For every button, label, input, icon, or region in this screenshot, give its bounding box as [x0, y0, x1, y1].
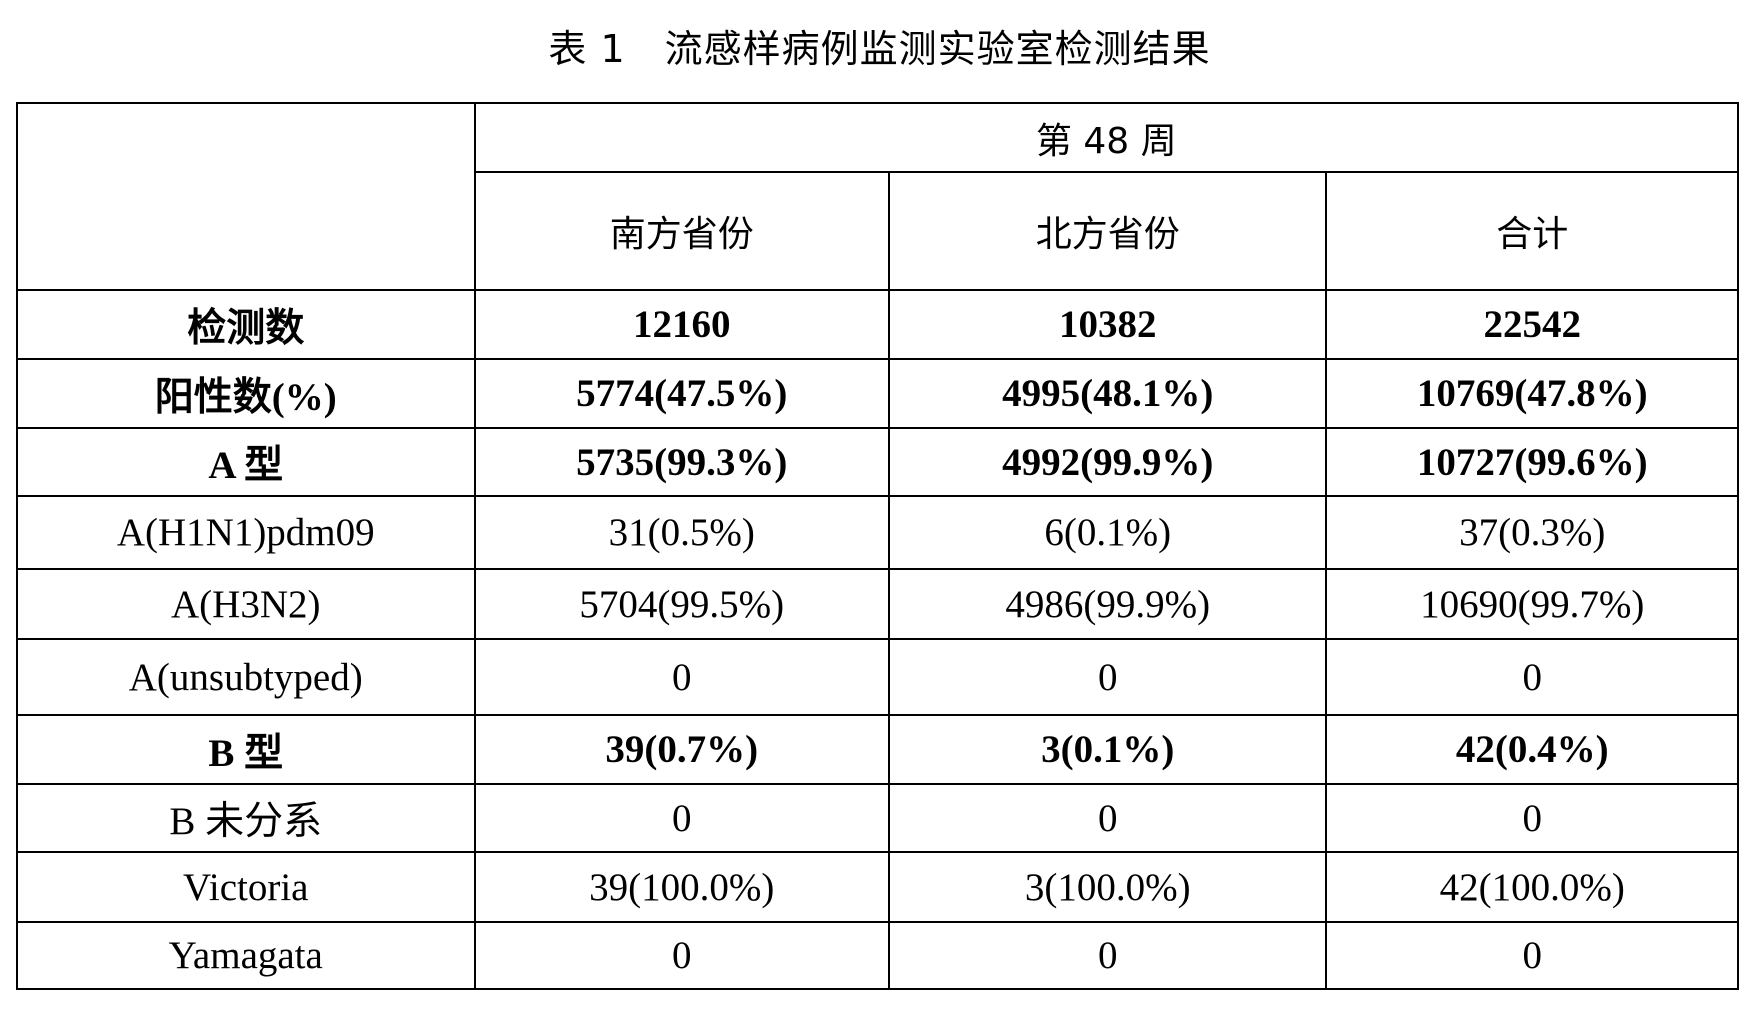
table-row: A(H3N2) 5704(99.5%) 4986(99.9%) 10690(99.7%… — [16, 568, 1739, 640]
table-cell: 0 — [1325, 638, 1739, 716]
column-header-north: 北方省份 — [887, 171, 1328, 291]
row-label: B 型 — [16, 714, 476, 785]
row-label: B 未分系 — [16, 783, 476, 853]
table-cell: 12160 — [473, 289, 890, 360]
table-cell: 0 — [887, 921, 1328, 990]
table-cell: 0 — [887, 638, 1328, 716]
table-cell: 42(100.0%) — [1325, 851, 1739, 923]
results-table: 第 48 周 南方省份 北方省份 合计 检测数 12160 10382 22542 阳性… — [16, 102, 1739, 990]
corner-cell — [16, 102, 476, 291]
row-label: A(unsubtyped) — [16, 638, 476, 716]
table-row: Yamagata 0 0 0 — [16, 921, 1739, 990]
table-cell: 3(0.1%) — [887, 714, 1328, 785]
column-header-total: 合计 — [1325, 171, 1739, 291]
table-cell: 5774(47.5%) — [473, 358, 890, 429]
table-row: A(unsubtyped) 0 0 0 — [16, 638, 1739, 716]
row-label: Yamagata — [16, 921, 476, 990]
table-cell: 22542 — [1325, 289, 1739, 360]
week-header: 第 48 周 — [473, 102, 1739, 173]
table-cell: 0 — [1325, 921, 1739, 990]
table-row: B 未分系 0 0 0 — [16, 783, 1739, 853]
table-cell: 0 — [1325, 783, 1739, 853]
table-title: 表 1 流感样病例监测实验室检测结果 — [548, 27, 1211, 71]
table-row: 阳性数(%) 5774(47.5%) 4995(48.1%) 10769(47.8%) — [16, 358, 1739, 429]
table-row: B 型 39(0.7%) 3(0.1%) 42(0.4%) — [16, 714, 1739, 785]
row-label: A(H1N1)pdm09 — [16, 495, 476, 570]
table-cell: 6(0.1%) — [887, 495, 1328, 570]
table-cell: 39(100.0%) — [473, 851, 890, 923]
table-cell: 42(0.4%) — [1325, 714, 1739, 785]
table-cell: 10769(47.8%) — [1325, 358, 1739, 429]
table-cell: 4995(48.1%) — [887, 358, 1328, 429]
table-row: A(H1N1)pdm09 31(0.5%) 6(0.1%) 37(0.3%) — [16, 495, 1739, 570]
table-cell: 10690(99.7%) — [1325, 568, 1739, 640]
table-cell: 37(0.3%) — [1325, 495, 1739, 570]
row-label: 阳性数(%) — [16, 358, 476, 429]
table-cell: 31(0.5%) — [473, 495, 890, 570]
table-cell: 5735(99.3%) — [473, 427, 890, 497]
table-cell: 0 — [473, 783, 890, 853]
table-row: A 型 5735(99.3%) 4992(99.9%) 10727(99.6%) — [16, 427, 1739, 497]
table-cell: 4992(99.9%) — [887, 427, 1328, 497]
table-cell: 5704(99.5%) — [473, 568, 890, 640]
table-cell: 4986(99.9%) — [887, 568, 1328, 640]
row-label: Victoria — [16, 851, 476, 923]
column-header-south: 南方省份 — [473, 171, 890, 291]
table-cell: 0 — [887, 783, 1328, 853]
table-cell: 0 — [473, 921, 890, 990]
row-label: 检测数 — [16, 289, 476, 360]
table-cell: 3(100.0%) — [887, 851, 1328, 923]
table-row: Victoria 39(100.0%) 3(100.0%) 42(100.0%) — [16, 851, 1739, 923]
table-cell: 39(0.7%) — [473, 714, 890, 785]
table-cell: 10382 — [887, 289, 1328, 360]
table-row: 检测数 12160 10382 22542 — [16, 289, 1739, 360]
row-label: A 型 — [16, 427, 476, 497]
row-label: A(H3N2) — [16, 568, 476, 640]
table-cell: 10727(99.6%) — [1325, 427, 1739, 497]
table-cell: 0 — [473, 638, 890, 716]
